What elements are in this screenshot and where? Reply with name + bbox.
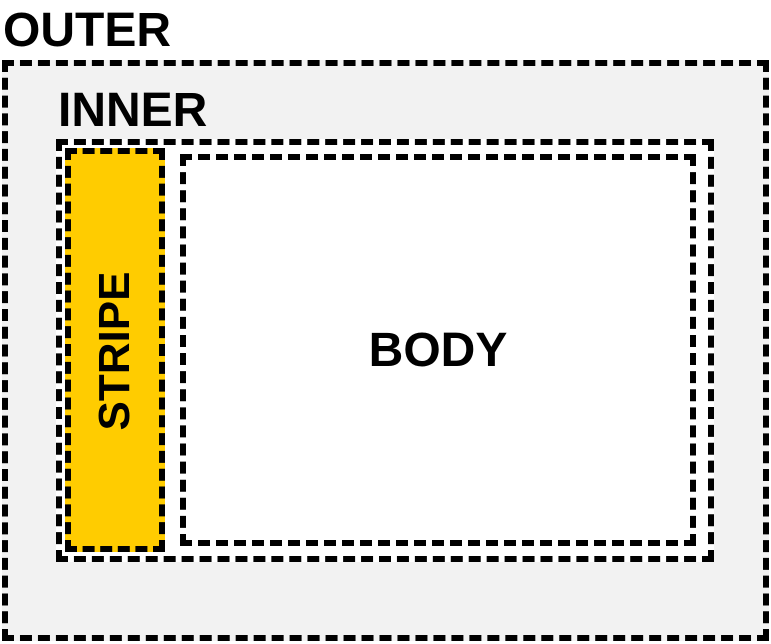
- stripe-region: [65, 148, 165, 552]
- inner-label: INNER: [58, 84, 208, 137]
- outer-label: OUTER: [3, 4, 171, 57]
- body-region: [180, 154, 696, 546]
- body-label: BODY: [368, 324, 508, 377]
- stripe-label: STRIPE: [90, 271, 139, 431]
